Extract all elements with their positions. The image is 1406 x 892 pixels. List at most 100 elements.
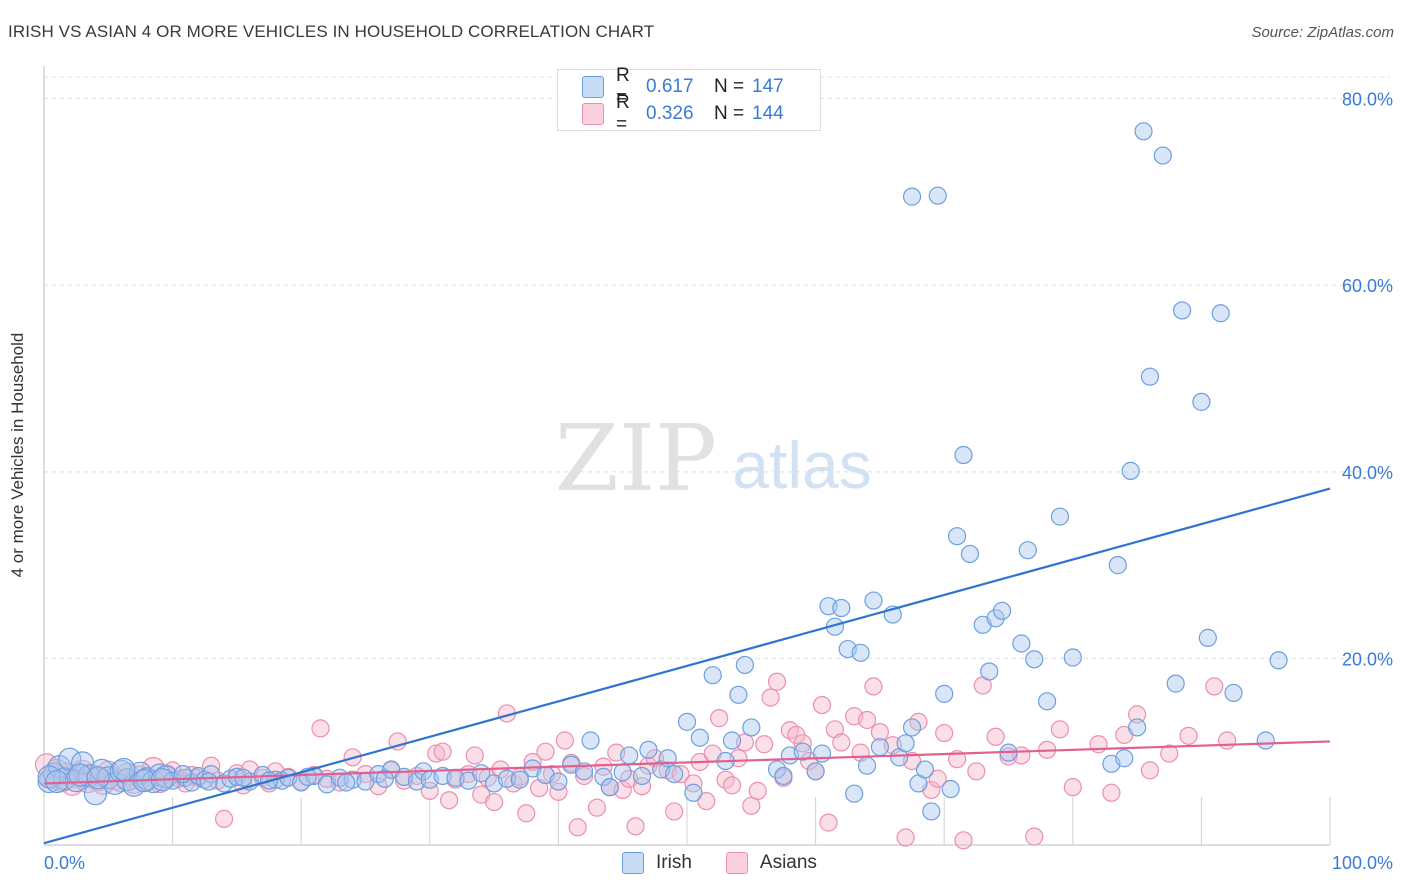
asians-point xyxy=(1063,778,1082,797)
asians-point xyxy=(594,757,613,776)
irish-point xyxy=(690,728,709,747)
irish-point xyxy=(851,643,870,662)
irish-swatch xyxy=(582,76,604,98)
asians-point xyxy=(1025,827,1044,846)
irish-point xyxy=(793,742,812,761)
irish-point xyxy=(980,662,999,681)
irish-point xyxy=(1269,651,1288,670)
irish-point xyxy=(1108,556,1127,575)
irish-point xyxy=(639,740,658,759)
irish-swatch xyxy=(622,852,644,874)
irish-point xyxy=(86,766,110,790)
irish-point xyxy=(941,779,960,799)
irish-trendline xyxy=(43,487,1331,845)
asians-point xyxy=(986,727,1005,746)
irish-point xyxy=(1115,749,1134,768)
irish-point xyxy=(1192,392,1211,411)
asians-point xyxy=(1160,744,1179,763)
irish-point xyxy=(1211,304,1230,323)
irish-point xyxy=(337,773,356,792)
asians-point xyxy=(214,809,234,828)
asians-point xyxy=(761,688,780,707)
asians-point xyxy=(311,719,330,738)
irish-point xyxy=(742,718,761,737)
y-tick-label: 60.0% xyxy=(1342,276,1393,296)
irish-point xyxy=(986,609,1005,628)
asians-point xyxy=(947,750,967,769)
asians-point xyxy=(857,710,877,730)
asians-point xyxy=(812,695,832,715)
irish-point xyxy=(832,598,851,618)
asians-point xyxy=(684,774,703,793)
asians-point xyxy=(819,813,838,832)
irish-point xyxy=(1166,674,1185,693)
asians-point xyxy=(1205,677,1224,696)
tick-labels: 20.0% 40.0% 60.0% 80.0% 0.0% 100.0% xyxy=(44,90,1393,873)
asians-point xyxy=(767,672,787,691)
irish-point xyxy=(112,757,136,782)
asians-point xyxy=(748,781,767,800)
irish-point xyxy=(1037,692,1057,711)
asians-point xyxy=(587,798,607,817)
axes xyxy=(43,66,1331,846)
asians-point xyxy=(697,792,716,811)
watermark: ZIP atlas xyxy=(555,405,872,512)
r-label: R = xyxy=(616,92,630,135)
irish-point xyxy=(870,737,890,757)
irish-series xyxy=(37,122,1288,821)
legend-label-irish: Irish xyxy=(656,852,692,873)
trend-lines xyxy=(43,487,1331,845)
correlation-legend: R = 0.617 N = 147 R = 0.326 N = 144 xyxy=(557,65,821,135)
irish-point xyxy=(1025,650,1044,669)
irish-point xyxy=(375,769,394,788)
asians-point xyxy=(427,744,446,763)
legend-label-asians: Asians xyxy=(759,852,817,873)
irish-point xyxy=(1153,146,1172,165)
irish-point xyxy=(703,666,722,685)
asians-trendline xyxy=(43,740,1331,785)
irish-point xyxy=(992,601,1012,620)
asians-point xyxy=(665,802,684,821)
legend-row-asians: R = 0.326 N = 144 xyxy=(582,92,784,135)
irish-point xyxy=(600,778,619,797)
irish-point xyxy=(1018,541,1037,560)
irish-point xyxy=(935,684,954,703)
r-value: 0.326 xyxy=(646,103,694,124)
irish-point xyxy=(960,544,980,564)
irish-point xyxy=(620,746,639,765)
asians-point xyxy=(671,764,690,784)
irish-point xyxy=(594,767,613,786)
asians-point xyxy=(1218,731,1237,750)
asians-point xyxy=(523,752,542,772)
legend-item-asians[interactable]: Asians xyxy=(725,852,817,874)
asians-point xyxy=(626,817,645,836)
irish-point xyxy=(902,187,922,206)
asians-point xyxy=(935,723,954,743)
irish-point xyxy=(497,769,517,788)
chart-title: IRISH VS ASIAN 4 OR MORE VEHICLES IN HOU… xyxy=(8,22,655,41)
irish-point xyxy=(954,445,973,465)
irish-point xyxy=(902,718,922,737)
irish-point xyxy=(581,731,600,750)
asians-point xyxy=(954,831,973,850)
grid-lines xyxy=(44,76,1390,659)
y-tick-label: 80.0% xyxy=(1342,90,1393,110)
asians-point xyxy=(710,709,729,728)
irish-point xyxy=(665,764,684,784)
asians-point xyxy=(485,792,504,812)
asians-swatch xyxy=(725,852,748,874)
irish-point xyxy=(774,766,793,786)
asians-point xyxy=(722,776,742,795)
irish-point xyxy=(1127,718,1147,737)
y-tick-label: 40.0% xyxy=(1342,463,1393,483)
irish-point xyxy=(735,655,754,675)
n-value: 147 xyxy=(752,76,784,97)
irish-point xyxy=(1224,683,1243,703)
irish-point xyxy=(857,756,877,775)
irish-point xyxy=(729,685,748,704)
asians-point xyxy=(1140,761,1160,780)
n-label: N = xyxy=(714,103,745,124)
legend-item-irish[interactable]: Irish xyxy=(622,852,692,874)
irish-point xyxy=(896,734,915,753)
